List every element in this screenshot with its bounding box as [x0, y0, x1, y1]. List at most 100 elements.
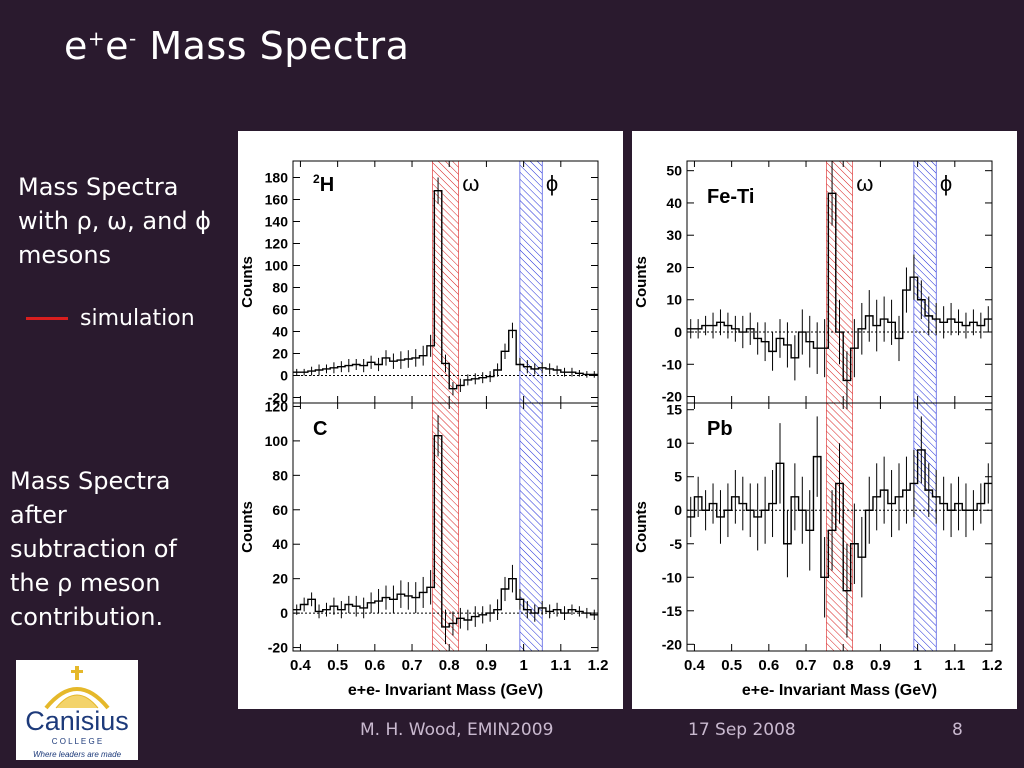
simulation-line-swatch — [26, 317, 68, 320]
y-axis-label: Counts — [239, 256, 256, 308]
x-tick-label: 0.6 — [364, 657, 385, 674]
logo-name: Canisius — [25, 706, 129, 736]
y-tick-label: -10 — [662, 356, 682, 372]
y-tick-label: 160 — [265, 192, 289, 208]
panel-label: Fe-Ti — [707, 186, 754, 208]
x-tick-label: 1.1 — [944, 657, 965, 674]
y-tick-label: 0 — [280, 605, 288, 621]
description-line: contribution. — [10, 603, 164, 631]
footer-author: M. H. Wood, EMIN2009 — [360, 720, 554, 740]
y-axis-label: Counts — [633, 501, 650, 553]
x-tick-label: 0.4 — [290, 657, 312, 674]
y-tick-label: 0 — [280, 368, 288, 384]
y-tick-label: 40 — [272, 536, 288, 552]
panel-label: Pb — [707, 418, 733, 440]
y-tick-label: -20 — [662, 389, 682, 405]
y-axis-label: Counts — [633, 256, 650, 308]
y-tick-label: -10 — [662, 569, 682, 585]
y-tick-label: 20 — [272, 571, 288, 587]
phi-label: ϕ — [940, 171, 952, 196]
x-tick-label: 1.1 — [550, 657, 571, 674]
y-tick-label: 140 — [265, 214, 289, 230]
x-tick-label: 0.7 — [796, 657, 817, 674]
plot-frame — [686, 402, 993, 652]
plot-frame — [292, 402, 599, 652]
x-tick-label: 0.5 — [327, 657, 348, 674]
y-tick-label: 0 — [674, 502, 682, 518]
y-tick-label: 120 — [265, 236, 289, 252]
x-tick-label: 0.8 — [439, 657, 460, 674]
x-tick-label: 1 — [913, 657, 921, 674]
description-subtraction: Mass Spectra after subtraction of the ρ … — [10, 464, 230, 634]
chart-panel-left: -20 0 20 40 60 80 100 120 140 160 180 Counts 2H ω ϕ -20… — [238, 131, 623, 709]
chart-panel-right: -20 -10 0 10 20 30 40 50 Counts Fe-Ti ω ϕ -20 -15 -10-… — [632, 131, 1017, 709]
y-tick-label: 120 — [265, 398, 289, 414]
description-line: Mass Spectra — [10, 467, 171, 495]
description-line: after — [10, 501, 67, 529]
description-spectra: Mass Spectra with ρ, ω, and ϕ mesons — [18, 170, 233, 272]
description-line: subtraction of — [10, 535, 177, 563]
y-tick-label: 5 — [674, 469, 682, 485]
y-tick-label: 60 — [272, 502, 288, 518]
omega-label: ω — [462, 171, 479, 196]
college-logo: Canisius C O L L E G E Where leaders are… — [16, 660, 138, 760]
y-tick-label: 100 — [265, 433, 289, 449]
phi-band — [913, 402, 937, 652]
panel-label: C — [313, 418, 327, 440]
y-tick-label: 20 — [272, 346, 288, 362]
logo-subtitle: C O L L E G E — [52, 737, 103, 746]
histogram-step — [687, 449, 992, 592]
description-line: the ρ meson — [10, 569, 161, 597]
histogram-step — [687, 192, 992, 382]
y-tick-label: -5 — [670, 536, 683, 552]
x-tick-label: 0.9 — [870, 657, 891, 674]
y-tick-label: 15 — [666, 402, 682, 418]
footer-date: 17 Sep 2008 — [688, 720, 796, 740]
y-tick-label: 180 — [265, 170, 289, 186]
chart-pb: -20 -15 -10 -5 0 5 10 15 Counts Pb — [633, 402, 993, 652]
y-tick-label: -20 — [268, 640, 288, 656]
y-tick-label: 60 — [272, 302, 288, 318]
phi-label: ϕ — [546, 171, 558, 196]
logo-cross-bar — [71, 670, 83, 673]
x-tick-label: 0.9 — [476, 657, 497, 674]
slide-title: e+e- Mass Spectra — [64, 24, 410, 68]
x-tick-label: 0.5 — [721, 657, 742, 674]
x-tick-label: 1.2 — [982, 657, 1003, 674]
panel-label-base: H — [320, 174, 334, 196]
omega-label: ω — [856, 171, 873, 196]
x-tick-label: 1 — [519, 657, 527, 674]
x-tick-label: 0.4 — [684, 657, 706, 674]
description-line: with ρ, ω, and ϕ — [18, 207, 212, 235]
y-tick-label: 10 — [666, 435, 682, 451]
y-tick-label: -20 — [268, 390, 288, 406]
legend-simulation: simulation — [26, 306, 195, 331]
y-tick-label: 0 — [674, 324, 682, 340]
histogram-step — [293, 435, 598, 628]
y-axis-label: Counts — [239, 501, 256, 553]
y-tick-label: 10 — [666, 292, 682, 308]
y-tick-label: 50 — [666, 163, 682, 179]
y-tick-label: 80 — [272, 467, 288, 483]
logo-tagline: Where leaders are made — [33, 750, 122, 759]
logo-arch — [44, 687, 110, 710]
y-tick-label: -20 — [662, 636, 682, 652]
x-axis-label: e+e- Invariant Mass (GeV) — [348, 682, 543, 699]
x-tick-label: 0.6 — [758, 657, 779, 674]
chart-c: -20 0 20 40 60 80 100 120 Counts C — [239, 398, 599, 656]
description-line: Mass Spectra — [18, 173, 179, 201]
y-tick-label: 40 — [272, 324, 288, 340]
omega-band — [826, 160, 853, 404]
panel-label-sup: 2 — [313, 172, 320, 186]
y-tick-label: 30 — [666, 227, 682, 243]
chart-feti: -20 -10 0 10 20 30 40 50 Counts Fe-Ti ω ϕ — [633, 160, 993, 410]
logo-dome — [55, 694, 99, 709]
y-tick-label: 80 — [272, 280, 288, 296]
description-line: mesons — [18, 241, 112, 269]
x-tick-label: 0.8 — [833, 657, 854, 674]
histogram-step — [293, 190, 598, 390]
logo-graphic: Canisius C O L L E G E Where leaders are… — [25, 666, 129, 759]
